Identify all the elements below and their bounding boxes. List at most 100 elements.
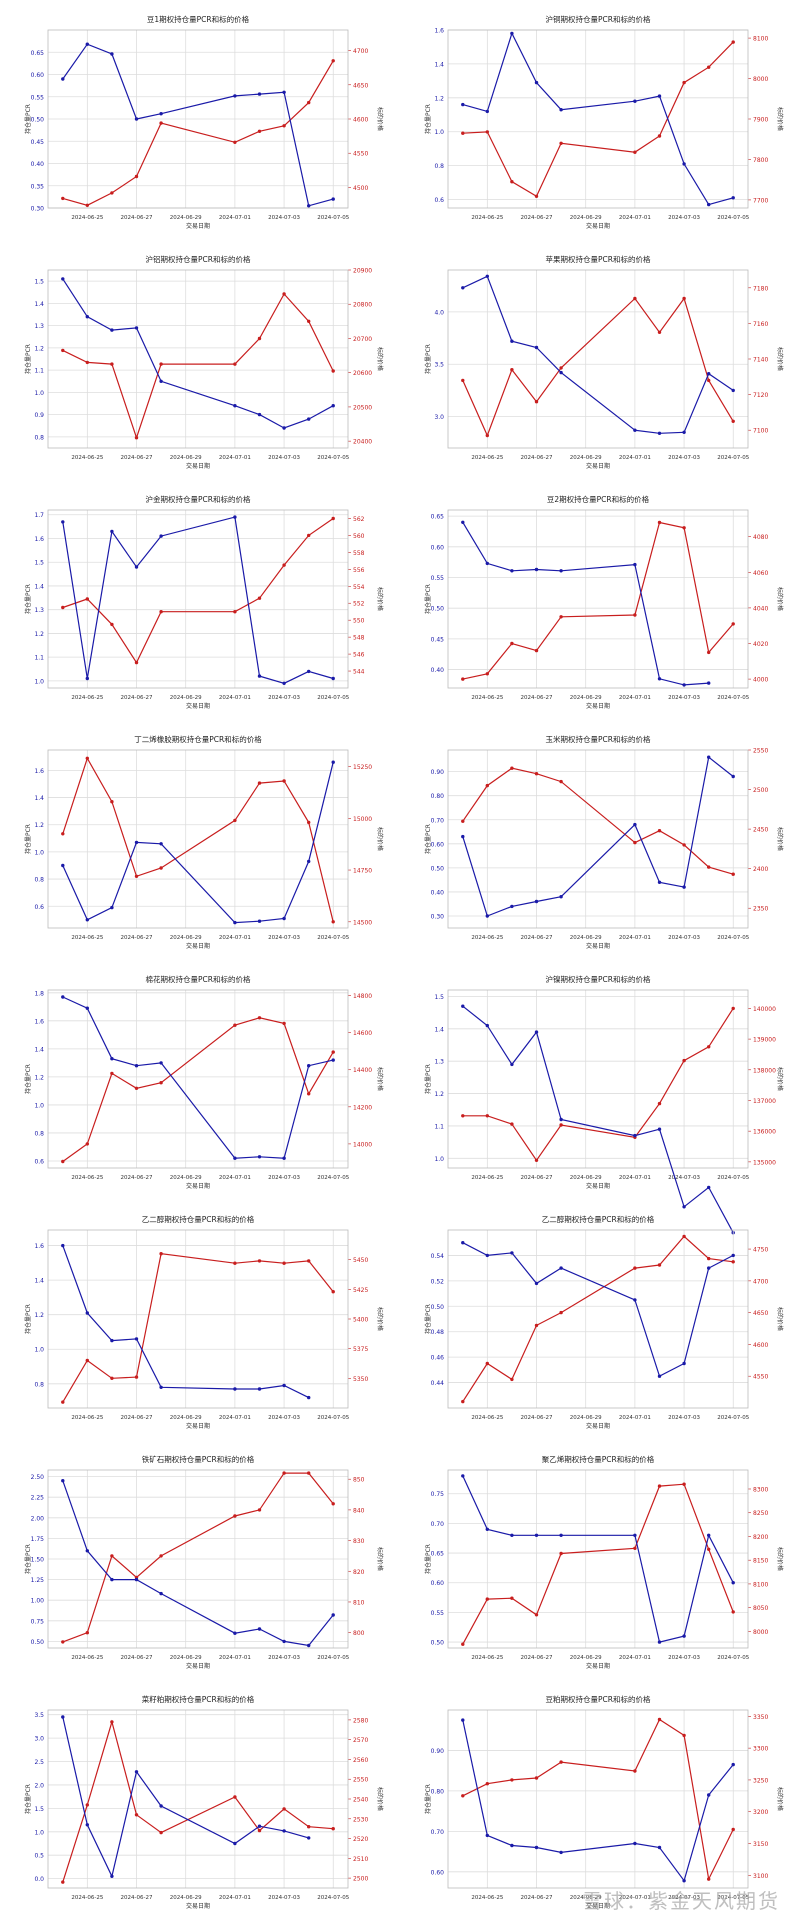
chart-3: 0.8 0.9 1.0 1.1 1.2 1.3 1.4 1.5 20400 20500 20600 2… xyxy=(24,254,384,470)
x-axis-label: 交易日期 xyxy=(186,1182,210,1190)
pcr-point xyxy=(85,1311,90,1315)
price-point xyxy=(85,1631,90,1635)
pcr-point xyxy=(534,567,539,572)
y2-tick-label: 558 xyxy=(353,550,365,557)
y2-tick-label: 4500 xyxy=(353,185,368,192)
price-point xyxy=(682,1733,686,1738)
pcr-point xyxy=(461,102,465,107)
y2-tick-label: 850 xyxy=(353,1477,365,1484)
y2-tick-label: 3250 xyxy=(753,1777,768,1784)
pcr-point xyxy=(485,1023,489,1028)
pcr-point xyxy=(257,412,262,417)
price-point xyxy=(85,597,90,601)
pcr-point xyxy=(461,286,465,290)
pcr-point xyxy=(282,90,286,95)
price-point xyxy=(534,1158,539,1163)
x-tick-label: 2024-07-01 xyxy=(219,1175,251,1181)
x-tick-label: 2024-07-03 xyxy=(668,935,700,941)
y-tick-label: 1.00 xyxy=(31,1598,45,1605)
x-axis-label: 交易日期 xyxy=(186,1422,210,1430)
price-point xyxy=(110,1554,114,1558)
price-point xyxy=(682,80,686,85)
x-tick-label: 2024-07-03 xyxy=(668,1655,700,1661)
y2-tick-label: 3200 xyxy=(753,1809,768,1816)
price-line xyxy=(462,41,734,198)
y-tick-label: 0.30 xyxy=(31,206,45,213)
x-tick-label: 2024-06-29 xyxy=(570,1175,602,1181)
price-point xyxy=(510,1122,514,1126)
y2-tick-label: 4750 xyxy=(753,1247,768,1254)
pcr-point xyxy=(657,94,662,98)
y2-tick-label: 138000 xyxy=(753,1067,776,1074)
pcr-point xyxy=(159,379,163,383)
y-tick-label: 1.1 xyxy=(434,1123,444,1130)
y2-tick-label: 2510 xyxy=(353,1856,368,1863)
chart-7: 0.6 0.8 1.0 1.2 1.4 1.6 14500 14750 15000 15250 20… xyxy=(24,734,384,950)
y-tick-label: 0.55 xyxy=(31,94,45,101)
x-tick-label: 2024-06-27 xyxy=(521,1655,553,1661)
pcr-point xyxy=(559,1117,563,1122)
price-point xyxy=(134,1813,139,1817)
price-point xyxy=(159,121,163,125)
price-point xyxy=(657,829,662,833)
price-point xyxy=(731,1260,735,1264)
x-tick-label: 2024-07-05 xyxy=(317,695,349,701)
price-line xyxy=(62,292,334,440)
y-tick-label: 0.75 xyxy=(31,1618,45,1625)
x-axis-label: 交易日期 xyxy=(586,942,610,950)
pcr-point xyxy=(534,345,539,350)
pcr-line xyxy=(462,1475,734,1643)
price-point xyxy=(257,1016,262,1020)
price-point xyxy=(461,819,465,823)
chart-11: 0.8 1.0 1.2 1.4 1.6 5350 5375 5400 5425 5450 2024-… xyxy=(24,1214,384,1430)
x-axis-label: 交易日期 xyxy=(586,1662,610,1670)
price-point xyxy=(559,1760,563,1764)
pcr-point xyxy=(257,674,262,678)
x-tick-label: 2024-07-05 xyxy=(317,935,349,941)
y-tick-label: 2.50 xyxy=(31,1474,45,1481)
y-tick-label: 1.4 xyxy=(34,1278,44,1285)
pcr-point xyxy=(534,1845,539,1850)
y-tick-label: 1.1 xyxy=(34,368,44,375)
pcr-point xyxy=(485,109,489,114)
price-point xyxy=(331,1290,335,1294)
x-tick-label: 2024-06-25 xyxy=(71,1175,103,1181)
price-point xyxy=(282,563,286,567)
y-tick-label: 1.2 xyxy=(434,1091,444,1098)
y2-tick-label: 8250 xyxy=(753,1510,768,1517)
y2-axis-label: 标的价格 xyxy=(776,827,784,851)
pcr-point xyxy=(707,372,711,376)
price-point xyxy=(510,1596,514,1600)
y2-tick-label: 5375 xyxy=(353,1346,368,1353)
pcr-point xyxy=(61,1715,65,1719)
price-point xyxy=(159,610,163,614)
chart-title: 豆2期权持仓量PCR和标的价格 xyxy=(547,494,650,504)
price-point xyxy=(485,130,489,134)
pcr-point xyxy=(559,108,563,112)
y2-tick-label: 8000 xyxy=(753,1629,768,1636)
price-point xyxy=(707,1045,711,1049)
price-point xyxy=(257,1828,262,1833)
y-tick-label: 1.0 xyxy=(34,1829,44,1836)
y2-tick-label: 820 xyxy=(353,1569,365,1576)
y-tick-label: 0.6 xyxy=(34,1158,44,1165)
pcr-point xyxy=(85,1823,90,1827)
price-point xyxy=(134,1375,139,1379)
pcr-point xyxy=(110,52,114,56)
y2-tick-label: 7800 xyxy=(753,157,768,164)
pcr-point xyxy=(731,1762,735,1767)
y-tick-label: 1.2 xyxy=(34,822,44,829)
y2-tick-label: 7160 xyxy=(753,321,768,328)
chart-title: 棉花期权持仓量PCR和标的价格 xyxy=(146,974,251,984)
price-point xyxy=(307,1092,311,1096)
y2-tick-label: 810 xyxy=(353,1599,365,1606)
y-tick-label: 1.5 xyxy=(34,1806,44,1813)
x-tick-label: 2024-06-29 xyxy=(170,215,202,221)
x-tick-label: 2024-07-01 xyxy=(619,1415,651,1421)
price-line xyxy=(462,1483,734,1645)
y-axis-label: 持仓量PCR xyxy=(24,824,32,854)
price-point xyxy=(282,1021,286,1026)
pcr-point xyxy=(331,1613,335,1617)
pcr-point xyxy=(134,1577,139,1582)
